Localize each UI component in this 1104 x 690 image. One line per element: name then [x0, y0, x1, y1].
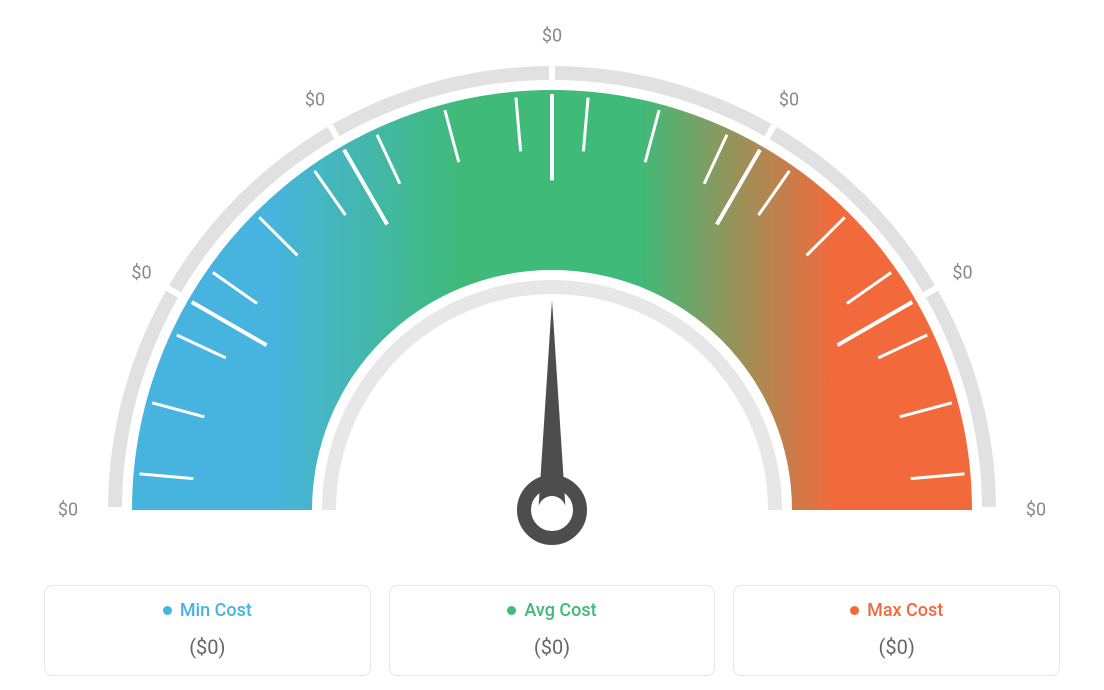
legend-card-max: Max Cost ($0) — [733, 585, 1060, 676]
cost-gauge-container: $0 $0 $0 $0 $0 $0 $0 Min Cost ($0) Avg Cost ($… — [0, 0, 1104, 690]
gauge-needle — [524, 300, 580, 538]
legend-title-avg: Avg Cost — [507, 600, 596, 621]
legend-card-avg: Avg Cost ($0) — [389, 585, 716, 676]
gauge-tick-label: $0 — [58, 500, 78, 521]
legend-label: Avg Cost — [524, 600, 596, 621]
legend-label: Max Cost — [867, 600, 943, 621]
gauge-tick-label: $0 — [305, 89, 325, 110]
dot-icon — [507, 606, 516, 615]
legend-row: Min Cost ($0) Avg Cost ($0) Max Cost ($0… — [44, 585, 1060, 676]
legend-card-min: Min Cost ($0) — [44, 585, 371, 676]
gauge-tick-label: $0 — [542, 26, 562, 47]
gauge-tick-label: $0 — [952, 263, 972, 284]
legend-value: ($0) — [744, 635, 1049, 659]
dot-icon — [163, 606, 172, 615]
gauge-svg — [52, 10, 1052, 570]
legend-title-min: Min Cost — [163, 600, 252, 621]
legend-value: ($0) — [55, 635, 360, 659]
gauge-tick-label: $0 — [131, 263, 151, 284]
legend-label: Min Cost — [180, 600, 252, 621]
gauge-chart: $0 $0 $0 $0 $0 $0 $0 — [0, 0, 1104, 560]
legend-title-max: Max Cost — [850, 600, 943, 621]
gauge-tick-label: $0 — [779, 89, 799, 110]
dot-icon — [850, 606, 859, 615]
gauge-tick-label: $0 — [1026, 500, 1046, 521]
legend-value: ($0) — [400, 635, 705, 659]
